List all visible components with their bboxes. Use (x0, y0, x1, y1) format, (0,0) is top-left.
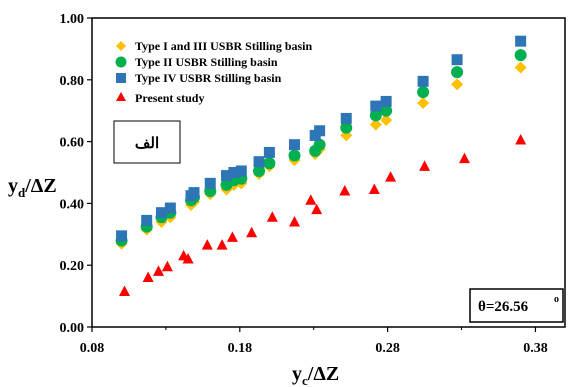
data-point-triangle (142, 271, 154, 283)
data-point-diamond (514, 61, 527, 74)
data-point-triangle (246, 226, 258, 238)
data-point-circle (253, 164, 266, 177)
data-point-triangle (368, 183, 380, 194)
data-point-square (228, 167, 240, 178)
data-point-circle (313, 138, 326, 151)
legend-label: Type IV USBR Stilling basin (135, 71, 282, 85)
plot-area-frame (91, 17, 566, 328)
data-point-circle (380, 104, 393, 117)
data-point-triangle (119, 285, 131, 296)
data-point-square (188, 187, 200, 199)
y-tick-label: 0.60 (60, 136, 85, 151)
legend-item: Type I and III USBR Stilling basin (116, 39, 313, 53)
data-point-diamond (417, 96, 430, 109)
data-point-circle (263, 157, 276, 170)
x-tick-label: 0.28 (375, 341, 400, 356)
angle-label: θ=26.56 (478, 299, 529, 315)
data-point-square (417, 75, 429, 87)
y-axis-title-main: y (8, 175, 18, 197)
data-point-triangle (385, 171, 397, 182)
y-axis-title-sub: d (18, 185, 26, 200)
data-point-square (515, 35, 527, 47)
y-tick-label: 0.80 (60, 74, 85, 89)
legend-marker-square (116, 73, 126, 83)
data-point-triangle (339, 185, 351, 196)
data-point-triangle (201, 239, 213, 250)
legend: Type I and III USBR Stilling basin Type … (115, 39, 313, 105)
data-point-square (380, 95, 392, 107)
data-point-square (370, 100, 382, 112)
data-point-diamond (369, 118, 382, 131)
data-point-square (164, 202, 176, 214)
x-axis-title: yc/ΔZ (292, 363, 339, 387)
y-tick-label: 0.20 (60, 259, 85, 274)
legend-item: Type II USBR Stilling basin (115, 55, 278, 69)
figure-label-box: الف (113, 120, 181, 164)
x-axis-title-main: y (292, 363, 302, 385)
data-point-square (314, 125, 326, 137)
data-point-triangle (305, 194, 317, 205)
figure-label: الف (135, 136, 159, 152)
angle-box: θ=26.56 o (469, 288, 564, 323)
data-point-square (204, 177, 216, 189)
data-point-triangle (419, 160, 431, 171)
x-tick-label: 0.38 (523, 341, 548, 356)
data-point-diamond (380, 113, 393, 126)
legend-marker-circle (115, 56, 127, 68)
data-point-triangle (161, 260, 173, 272)
x-axis-title-rest: /ΔZ (307, 363, 339, 385)
y-tick-label: 1.00 (60, 12, 85, 27)
data-point-square (221, 170, 233, 182)
data-point-circle (340, 121, 353, 134)
legend-label: Type II USBR Stilling basin (135, 55, 278, 69)
data-point-circle (514, 49, 527, 62)
data-point-circle (288, 149, 301, 162)
data-point-square (340, 112, 352, 124)
data-point-square (116, 230, 128, 242)
data-point-triangle (515, 134, 527, 145)
data-point-square (289, 139, 301, 151)
data-point-square (451, 54, 463, 66)
data-point-triangle (311, 203, 323, 215)
data-point-circle (417, 86, 430, 99)
legend-label: Present study (135, 91, 204, 105)
legend-label: Type I and III USBR Stilling basin (135, 39, 313, 53)
x-tick-label: 0.08 (80, 341, 105, 356)
data-point-triangle (289, 215, 301, 227)
data-point-triangle (458, 152, 470, 164)
data-point-triangle (266, 211, 278, 222)
data-point-triangle (182, 253, 194, 264)
data-point-circle (369, 109, 382, 122)
data-point-circle (451, 66, 464, 79)
axis-ticks: 0.00 0.20 0.40 0.60 0.80 1.00 0.08 0.18 0.28 0.38 (60, 12, 548, 356)
legend-item: Present study (116, 91, 204, 105)
x-tick-label: 0.18 (228, 341, 253, 356)
y-axis-title: yd/ΔZ (8, 175, 57, 200)
data-point-diamond (451, 78, 464, 91)
data-point-triangle (153, 265, 165, 276)
data-point-square (235, 165, 247, 177)
data-point-triangle (226, 231, 238, 242)
legend-item: Type IV USBR Stilling basin (116, 71, 282, 85)
data-point-square (155, 207, 167, 219)
data-point-square (263, 146, 275, 158)
legend-marker-diamond (116, 41, 126, 51)
y-axis-title-rest: /ΔZ (24, 175, 56, 197)
x-axis-title-sub: c (302, 373, 308, 387)
data-point-square (253, 156, 265, 168)
angle-unit: o (554, 294, 559, 305)
y-tick-label: 0.40 (60, 197, 85, 212)
data-point-triangle (216, 239, 228, 250)
y-tick-label: 0.00 (60, 321, 85, 336)
legend-marker-triangle (116, 92, 126, 101)
chart-markers (115, 35, 527, 296)
data-point-square (141, 214, 153, 226)
